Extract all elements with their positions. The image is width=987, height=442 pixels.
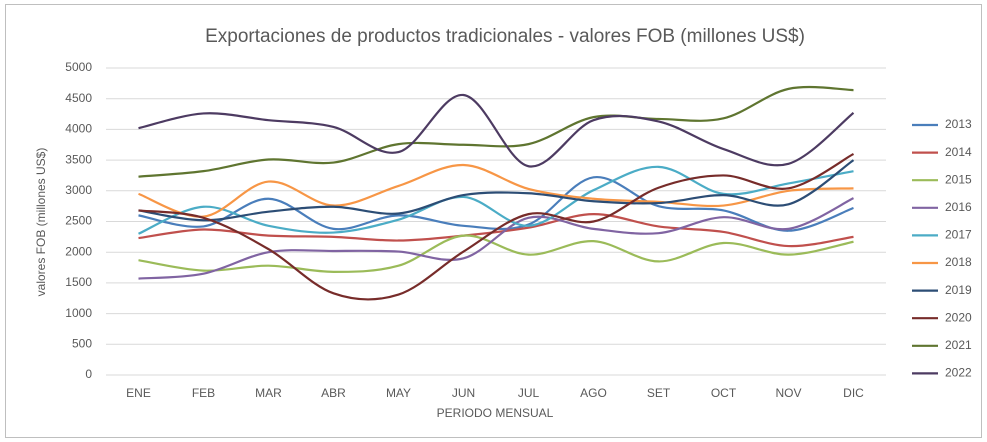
line bbox=[138, 159, 855, 222]
x-tick-label: ABR bbox=[321, 386, 346, 400]
legend-label: 2013 bbox=[945, 117, 972, 131]
x-tick-label: JUL bbox=[518, 386, 540, 400]
x-tick-label: MAR bbox=[255, 386, 282, 400]
y-tick-label: 1500 bbox=[65, 275, 92, 289]
legend-label: 2021 bbox=[945, 338, 972, 352]
x-tick-label: SET bbox=[647, 386, 671, 400]
x-tick-label: ENE bbox=[126, 386, 151, 400]
y-tick-label: 3500 bbox=[65, 152, 92, 166]
legend-label: 2019 bbox=[945, 283, 972, 297]
legend-label: 2017 bbox=[945, 228, 972, 242]
line bbox=[138, 93, 855, 168]
x-tick-label: JUN bbox=[452, 386, 475, 400]
x-tick-label: FEB bbox=[192, 386, 215, 400]
y-tick-label: 2500 bbox=[65, 214, 92, 228]
legend-label: 2018 bbox=[945, 255, 972, 269]
y-axis-title: valores FOB (millones US$) bbox=[34, 148, 48, 297]
x-tick-label: MAY bbox=[386, 386, 411, 400]
legend-label: 2014 bbox=[945, 145, 972, 159]
legend-label: 2022 bbox=[945, 366, 972, 380]
line bbox=[138, 197, 854, 280]
x-axis-title: PERIODO MENSUAL bbox=[437, 406, 554, 420]
line bbox=[138, 234, 854, 273]
y-tick-label: 3000 bbox=[65, 183, 92, 197]
x-tick-label: NOV bbox=[775, 386, 801, 400]
line bbox=[138, 176, 854, 232]
x-tick-label: AGO bbox=[580, 386, 607, 400]
y-tick-label: 4500 bbox=[65, 91, 92, 105]
line bbox=[138, 163, 854, 218]
y-tick-label: 0 bbox=[85, 367, 92, 381]
y-tick-label: 1000 bbox=[65, 306, 92, 320]
line bbox=[138, 213, 854, 248]
legend-label: 2016 bbox=[945, 200, 972, 214]
x-tick-label: DIC bbox=[843, 386, 864, 400]
legend-label: 2020 bbox=[945, 310, 972, 324]
chart-title: Exportaciones de productos tradicionales… bbox=[205, 26, 805, 47]
y-tick-label: 5000 bbox=[65, 60, 92, 74]
y-tick-label: 500 bbox=[72, 336, 92, 350]
line bbox=[138, 85, 854, 178]
y-tick-label: 4000 bbox=[65, 122, 92, 136]
x-tick-label: OCT bbox=[711, 386, 737, 400]
y-tick-label: 2000 bbox=[65, 244, 92, 258]
line bbox=[138, 152, 855, 301]
legend-label: 2015 bbox=[945, 172, 972, 186]
line bbox=[138, 165, 854, 235]
